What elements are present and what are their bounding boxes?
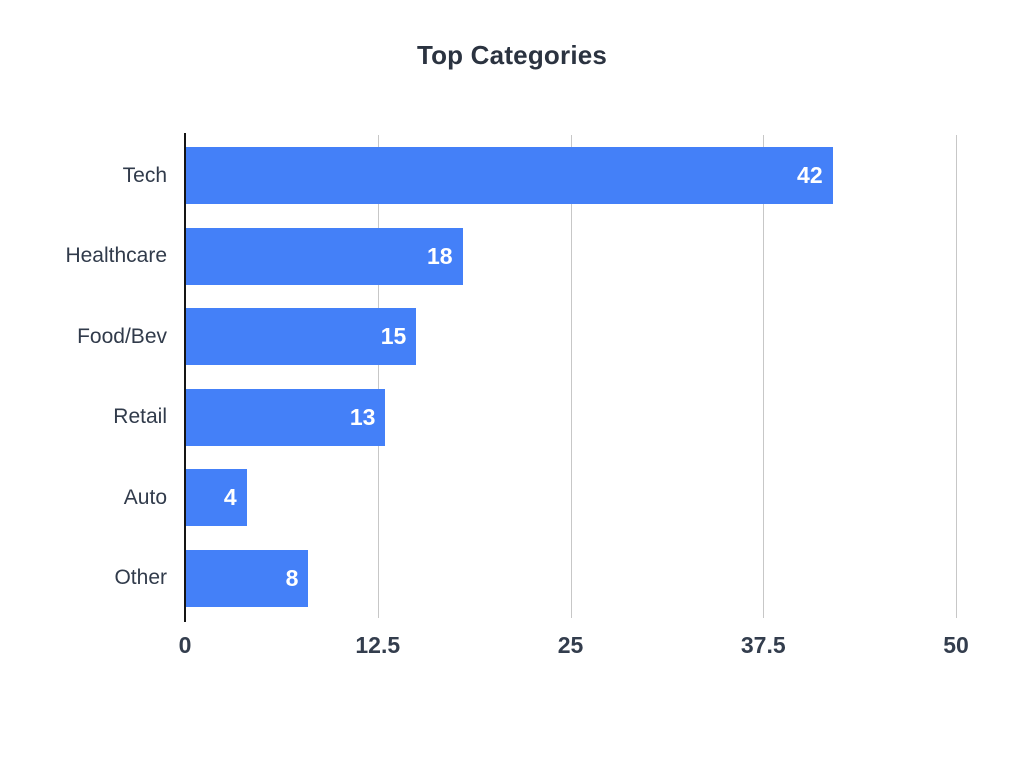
bar-row: Auto 4	[124, 457, 956, 538]
x-tick-label: 0	[178, 632, 192, 658]
bar[interactable]: 4	[185, 469, 247, 526]
x-tick-label: 12.5	[355, 632, 401, 658]
bar-value-label: 18	[426, 242, 453, 269]
bar-row: Healthcare 18	[65, 216, 956, 297]
bar-value-label: 13	[349, 403, 376, 430]
bar[interactable]: 15	[185, 308, 417, 365]
category-label: Auto	[123, 485, 167, 509]
bar-value-label: 4	[223, 484, 237, 510]
chart-title: Top Categories	[416, 40, 608, 70]
plot-area: Tech 42 Healthcare 18 Food/Bev 15 Retail 13 Auto…	[65, 133, 969, 658]
bar-row: Retail 13	[113, 377, 956, 458]
gridline	[570, 135, 572, 618]
bar-value-label: 8	[285, 564, 299, 591]
bar-value-label: 15	[380, 323, 407, 349]
x-tick-label: 37.5	[740, 632, 786, 658]
x-tick-label: 25	[557, 632, 584, 658]
gridline	[956, 135, 957, 618]
gridline	[377, 135, 379, 618]
bar-row: Other 8	[114, 538, 956, 619]
bar-row: Food/Bev 15	[77, 296, 956, 377]
gridline	[763, 135, 765, 618]
y-axis-line	[184, 133, 186, 622]
bar[interactable]: 42	[185, 147, 833, 204]
category-label: Retail	[113, 405, 167, 428]
category-label: Food/Bev	[77, 324, 167, 348]
bar-row: Tech 42	[123, 135, 956, 216]
bar[interactable]: 18	[185, 227, 463, 285]
bar-value-label: 42	[797, 162, 823, 188]
category-label: Tech	[122, 163, 167, 187]
category-label: Healthcare	[65, 244, 167, 267]
bar[interactable]: 8	[185, 549, 309, 607]
category-label: Other	[114, 566, 167, 589]
bar-rows: Tech 42 Healthcare 18 Food/Bev 15 Retail 13 Auto…	[65, 135, 956, 619]
x-tick-label: 50	[943, 632, 969, 658]
bar[interactable]: 13	[185, 388, 386, 446]
